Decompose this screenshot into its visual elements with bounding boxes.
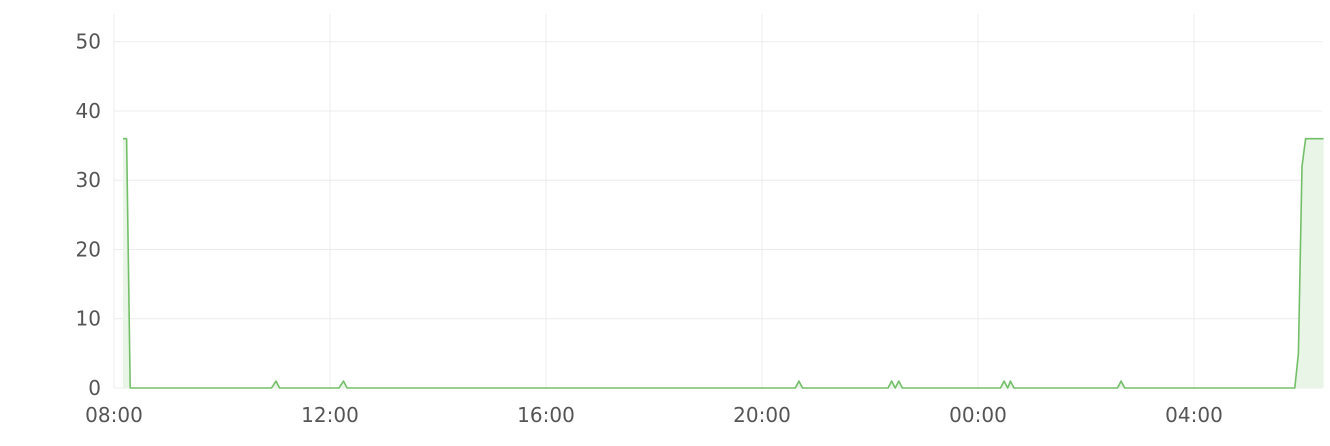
series-area-fill <box>123 138 1324 388</box>
y-tick-label: 20 <box>76 237 101 261</box>
series-line <box>123 137 1324 389</box>
grid <box>113 14 1322 389</box>
x-tick-label: 00:00 <box>949 403 1007 427</box>
y-tick-label: 30 <box>76 168 101 192</box>
y-tick-label: 10 <box>76 307 101 331</box>
y-tick-label: 50 <box>76 30 101 54</box>
series-line-path <box>123 137 1324 389</box>
x-axis: 08:00 12:00 16:00 20:00 00:00 04:00 <box>85 403 1223 427</box>
y-tick-label: 0 <box>88 376 101 400</box>
x-tick-label: 08:00 <box>85 403 143 427</box>
x-tick-label: 04:00 <box>1165 403 1223 427</box>
y-axis: 0 10 20 30 40 50 <box>76 30 101 400</box>
x-tick-label: 16:00 <box>517 403 575 427</box>
x-tick-label: 12:00 <box>301 403 359 427</box>
y-tick-label: 40 <box>76 99 101 123</box>
series-area <box>123 138 1324 388</box>
x-tick-label: 20:00 <box>733 403 791 427</box>
